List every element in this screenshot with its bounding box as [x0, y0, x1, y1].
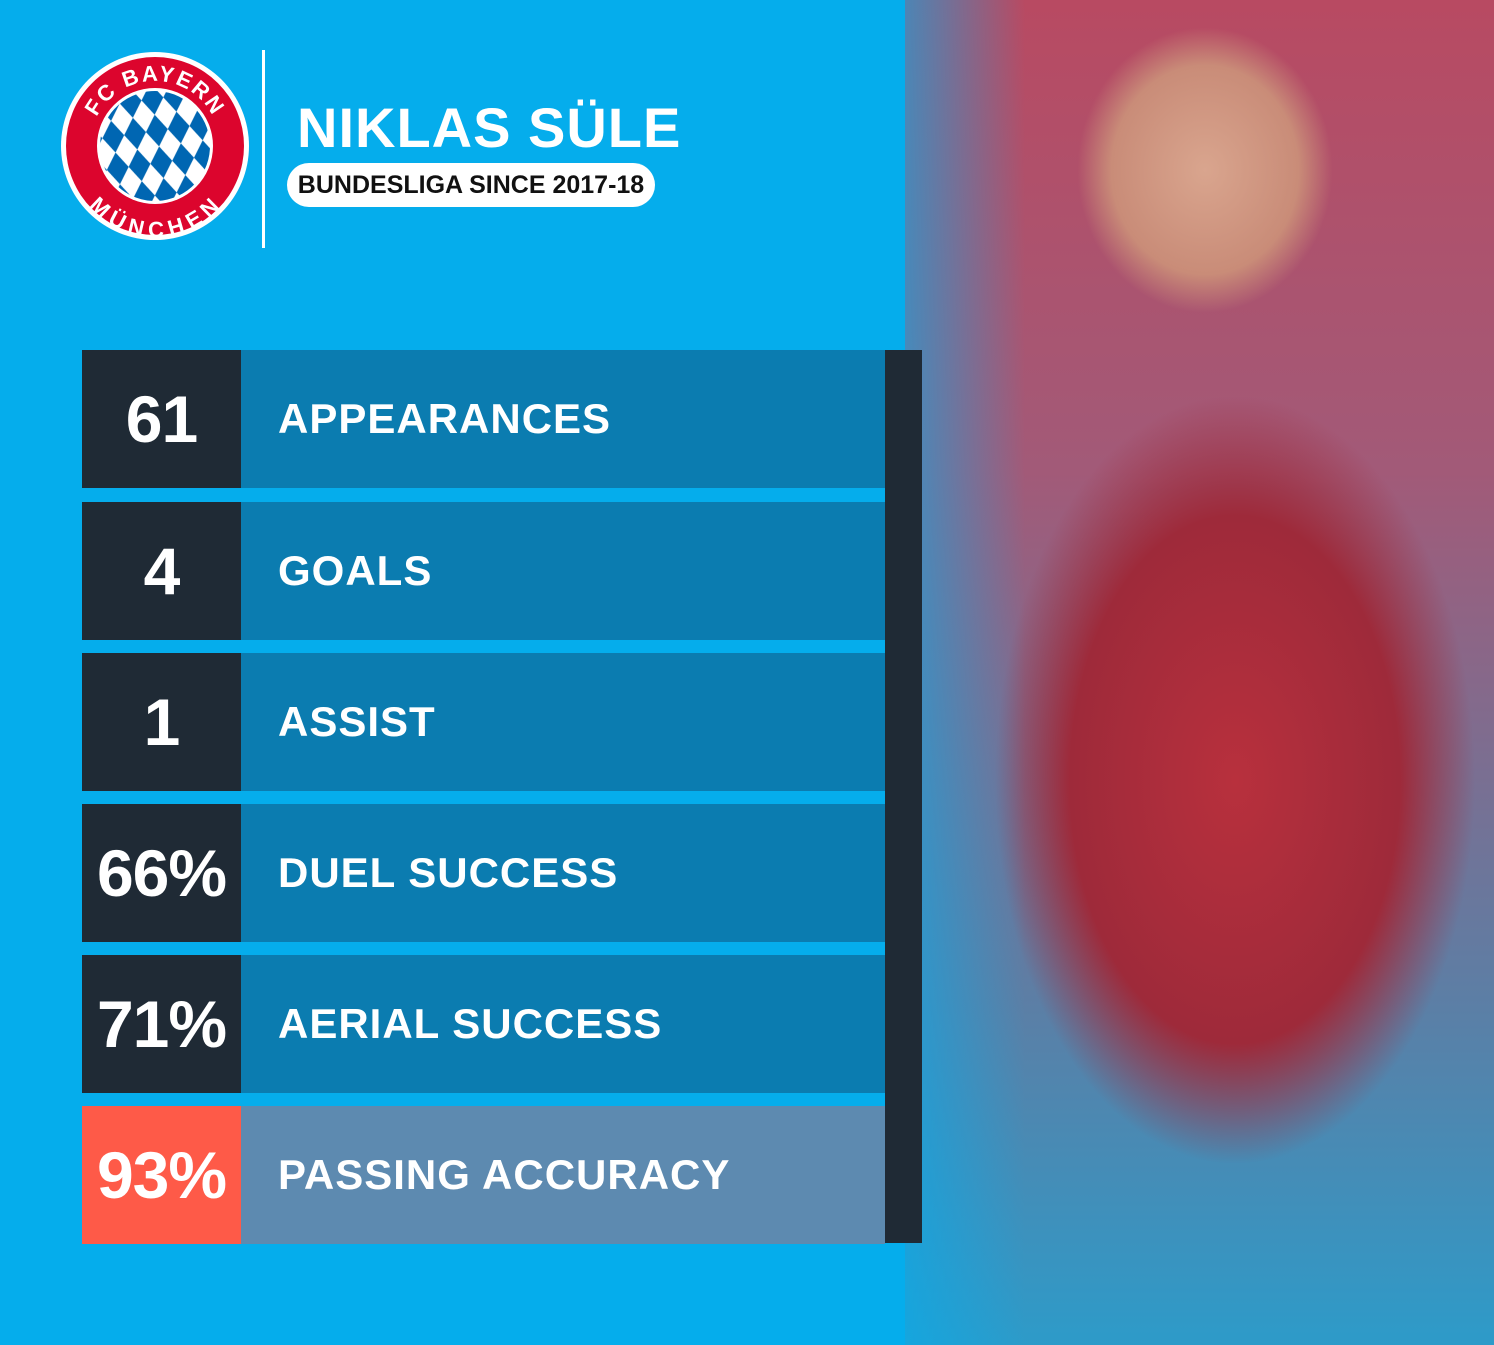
- stat-label: AERIAL SUCCESS: [241, 955, 885, 1093]
- stat-value: 4: [82, 502, 241, 640]
- stat-row-aerial-success: 71% AERIAL SUCCESS: [82, 955, 885, 1093]
- stat-label: PASSING ACCURACY: [241, 1106, 885, 1244]
- stat-value: 93%: [82, 1106, 241, 1244]
- photo-fade: [905, 0, 1025, 1345]
- stat-row-duel-success: 66% DUEL SUCCESS: [82, 804, 885, 942]
- player-name: NIKLAS SÜLE: [297, 96, 682, 159]
- stat-label: ASSIST: [241, 653, 885, 791]
- stat-row-goals: 4 GOALS: [82, 502, 885, 640]
- stat-label: GOALS: [241, 502, 885, 640]
- stat-row-passing-accuracy: 93% PASSING ACCURACY: [82, 1106, 885, 1244]
- stat-value: 71%: [82, 955, 241, 1093]
- header-divider: [262, 50, 265, 248]
- stats-side-bar: [885, 350, 922, 1243]
- stat-row-appearances: 61 APPEARANCES: [82, 350, 885, 488]
- stat-label: APPEARANCES: [241, 350, 885, 488]
- stat-value: 1: [82, 653, 241, 791]
- stat-value: 61: [82, 350, 241, 488]
- stat-value: 66%: [82, 804, 241, 942]
- subtitle-badge: BUNDESLIGA SINCE 2017-18: [287, 163, 655, 207]
- club-logo: FC BAYERN MÜNCHEN: [61, 52, 249, 241]
- stat-row-assist: 1 ASSIST: [82, 653, 885, 791]
- stat-label: DUEL SUCCESS: [241, 804, 885, 942]
